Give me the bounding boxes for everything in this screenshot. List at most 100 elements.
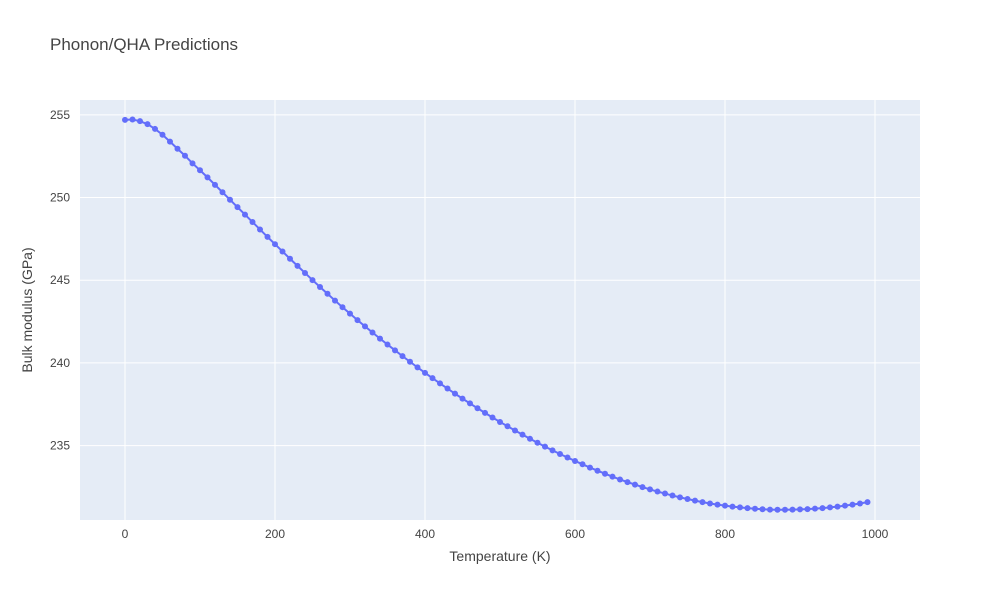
series-point[interactable] bbox=[804, 506, 811, 513]
series-point[interactable] bbox=[204, 174, 211, 181]
series-point[interactable] bbox=[789, 506, 796, 513]
series-point[interactable] bbox=[414, 364, 421, 371]
series-point[interactable] bbox=[324, 290, 331, 297]
series-point[interactable] bbox=[437, 380, 443, 387]
series-point[interactable] bbox=[474, 405, 481, 412]
series-point[interactable] bbox=[647, 486, 653, 493]
series-point[interactable] bbox=[189, 160, 196, 167]
series-point[interactable] bbox=[827, 504, 833, 511]
series-point[interactable] bbox=[384, 341, 391, 348]
series-point[interactable] bbox=[377, 335, 383, 342]
series-point[interactable] bbox=[519, 431, 526, 438]
series-point[interactable] bbox=[354, 317, 361, 324]
series-point[interactable] bbox=[572, 457, 578, 464]
series-point[interactable] bbox=[332, 297, 338, 304]
series-point[interactable] bbox=[242, 211, 248, 218]
series-point[interactable] bbox=[812, 505, 818, 512]
series-point[interactable] bbox=[834, 503, 841, 510]
series-point[interactable] bbox=[512, 427, 518, 434]
series-point[interactable] bbox=[212, 181, 218, 188]
series-point[interactable] bbox=[482, 409, 488, 416]
series-point[interactable] bbox=[504, 423, 511, 430]
series-point[interactable] bbox=[167, 138, 173, 145]
series-point[interactable] bbox=[782, 506, 788, 513]
series-point[interactable] bbox=[272, 241, 278, 248]
series-point[interactable] bbox=[444, 385, 451, 392]
series-point[interactable] bbox=[309, 277, 316, 284]
series-point[interactable] bbox=[467, 400, 473, 407]
series-point[interactable] bbox=[182, 152, 188, 159]
series-point[interactable] bbox=[857, 500, 863, 507]
series-point[interactable] bbox=[624, 479, 631, 486]
series-point[interactable] bbox=[707, 500, 713, 507]
series-point[interactable] bbox=[159, 131, 166, 138]
series-point[interactable] bbox=[399, 353, 406, 360]
series-point[interactable] bbox=[129, 116, 136, 123]
series-point[interactable] bbox=[632, 481, 638, 488]
series-point[interactable] bbox=[152, 125, 158, 132]
series-point[interactable] bbox=[617, 476, 623, 483]
series-point[interactable] bbox=[489, 414, 496, 421]
series-point[interactable] bbox=[122, 116, 128, 123]
series-point[interactable] bbox=[317, 284, 323, 291]
series-point[interactable] bbox=[234, 204, 241, 211]
series-point[interactable] bbox=[287, 255, 293, 262]
series-point[interactable] bbox=[219, 189, 226, 196]
series-point[interactable] bbox=[579, 461, 586, 468]
series-point[interactable] bbox=[564, 454, 571, 461]
series-point[interactable] bbox=[669, 492, 676, 499]
series-point[interactable] bbox=[797, 506, 803, 513]
series-point[interactable] bbox=[407, 358, 413, 365]
series-point[interactable] bbox=[264, 233, 271, 240]
series-point[interactable] bbox=[587, 464, 593, 471]
series-point[interactable] bbox=[759, 506, 766, 513]
series-point[interactable] bbox=[137, 118, 143, 125]
series-point[interactable] bbox=[557, 451, 563, 458]
series-point[interactable] bbox=[842, 502, 848, 509]
series-point[interactable] bbox=[302, 269, 308, 276]
series-point[interactable] bbox=[429, 375, 436, 382]
series-point[interactable] bbox=[594, 467, 601, 474]
series-point[interactable] bbox=[737, 504, 743, 511]
series-point[interactable] bbox=[744, 505, 751, 512]
series-point[interactable] bbox=[294, 262, 301, 269]
series-point[interactable] bbox=[639, 484, 646, 491]
series-point[interactable] bbox=[767, 506, 773, 513]
series-point[interactable] bbox=[497, 418, 503, 425]
series-point[interactable] bbox=[729, 503, 736, 510]
series-point[interactable] bbox=[197, 167, 203, 174]
series-point[interactable] bbox=[602, 470, 608, 477]
series-point[interactable] bbox=[684, 496, 691, 502]
series-point[interactable] bbox=[654, 488, 661, 495]
series-point[interactable] bbox=[459, 395, 466, 402]
series-point[interactable] bbox=[722, 502, 728, 509]
series-point[interactable] bbox=[774, 506, 781, 513]
series-point[interactable] bbox=[609, 473, 616, 480]
series-point[interactable] bbox=[392, 347, 398, 354]
series-point[interactable] bbox=[249, 219, 256, 226]
series-point[interactable] bbox=[227, 196, 233, 203]
series-point[interactable] bbox=[549, 447, 556, 454]
series-point[interactable] bbox=[279, 248, 286, 255]
series-point[interactable] bbox=[144, 121, 151, 128]
series-point[interactable] bbox=[257, 226, 263, 233]
series-point[interactable] bbox=[369, 329, 376, 336]
series-point[interactable] bbox=[339, 304, 346, 311]
series-point[interactable] bbox=[527, 435, 533, 442]
series-point[interactable] bbox=[692, 497, 698, 504]
series-point[interactable] bbox=[174, 145, 181, 152]
series-point[interactable] bbox=[452, 390, 458, 397]
series-point[interactable] bbox=[347, 310, 353, 317]
series-point[interactable] bbox=[714, 501, 721, 508]
series-point[interactable] bbox=[534, 439, 541, 446]
plot-area[interactable] bbox=[80, 100, 920, 520]
series-point[interactable] bbox=[819, 505, 826, 512]
series-point[interactable] bbox=[864, 499, 871, 506]
series-point[interactable] bbox=[699, 499, 706, 506]
series-point[interactable] bbox=[677, 494, 683, 501]
series-point[interactable] bbox=[662, 490, 668, 497]
series-point[interactable] bbox=[542, 443, 548, 450]
series-point[interactable] bbox=[362, 323, 368, 330]
series-point[interactable] bbox=[422, 369, 428, 376]
series-point[interactable] bbox=[752, 505, 758, 512]
